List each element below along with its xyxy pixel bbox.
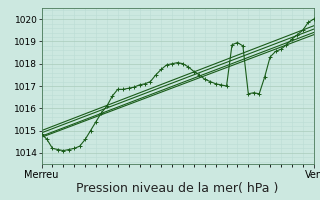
X-axis label: Pression niveau de la mer( hPa ): Pression niveau de la mer( hPa ) [76,182,279,195]
